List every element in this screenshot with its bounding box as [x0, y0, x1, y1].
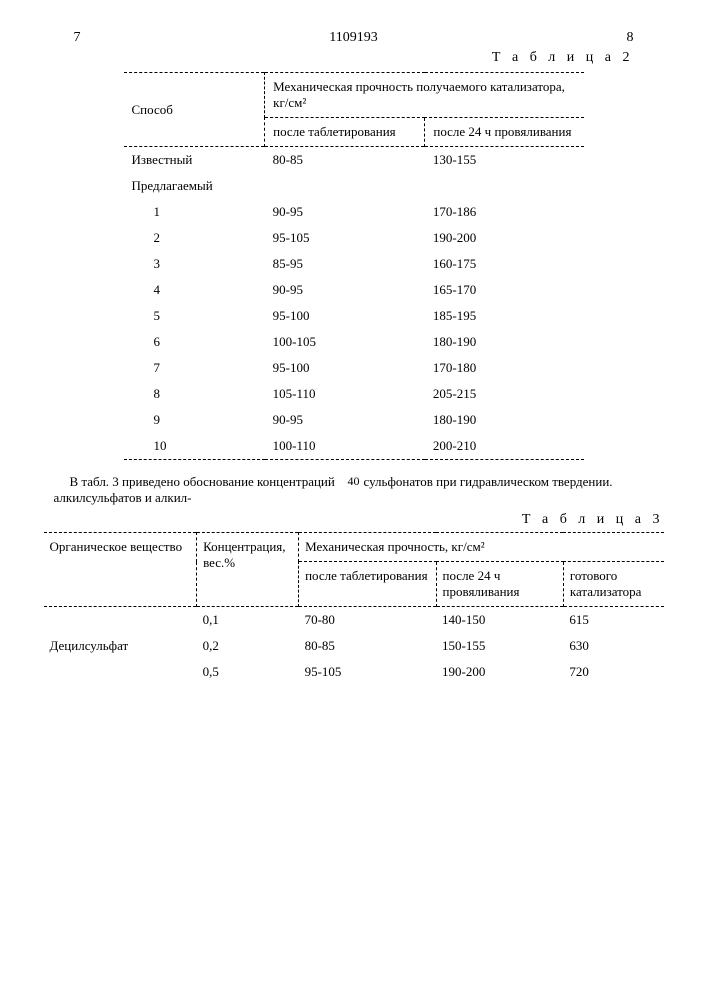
page-num-right: 8 [626, 30, 633, 46]
table-cell: 165-170 [425, 277, 584, 303]
table-row-label: Предлагаемый [124, 173, 265, 199]
table2: Способ Механическая прочность получаемог… [124, 72, 584, 460]
doc-number: 1109193 [329, 30, 377, 46]
table-row-label: 2 [124, 225, 265, 251]
table-cell: 170-186 [425, 199, 584, 225]
table3-h2: Концентрация, вес.% [197, 533, 299, 607]
table-cell: 95-105 [265, 225, 425, 251]
table-row-label: 3 [124, 251, 265, 277]
table-cell: 0,5 [197, 659, 299, 685]
table3: Органическое вещество Концентрация, вес.… [44, 532, 664, 685]
table-cell: 80-85 [299, 633, 436, 659]
table-cell: 720 [563, 659, 663, 685]
table-cell: 0,1 [197, 607, 299, 634]
table-cell: 160-175 [425, 251, 584, 277]
table-cell: 170-180 [425, 355, 584, 381]
table-cell [425, 173, 584, 199]
table-row-label: Известный [124, 147, 265, 174]
table-cell [44, 607, 197, 634]
table-row-label: 7 [124, 355, 265, 381]
table-cell: 70-80 [299, 607, 436, 634]
table-row-label: 4 [124, 277, 265, 303]
body-paragraph: 40 В табл. 3 приведено обоснование конце… [54, 474, 654, 506]
table-row-label: 6 [124, 329, 265, 355]
table-cell [265, 173, 425, 199]
table-cell: 100-105 [265, 329, 425, 355]
table-cell: 615 [563, 607, 663, 634]
table-cell: 90-95 [265, 407, 425, 433]
table-cell: 90-95 [265, 199, 425, 225]
table-cell: 180-190 [425, 407, 584, 433]
table-cell: 90-95 [265, 277, 425, 303]
table3-substance: Децилсульфат [44, 633, 197, 659]
table-cell: 200-210 [425, 433, 584, 460]
table3-s3: готового катализатора [563, 562, 663, 607]
table-row-label: 10 [124, 433, 265, 460]
table-cell: 95-105 [299, 659, 436, 685]
table-cell: 180-190 [425, 329, 584, 355]
table2-header-method: Способ [124, 73, 265, 147]
table-cell: 80-85 [265, 147, 425, 174]
table-cell: 85-95 [265, 251, 425, 277]
table-cell: 190-200 [436, 659, 563, 685]
table3-s2: после 24 ч провяливания [436, 562, 563, 607]
table-cell: 95-100 [265, 355, 425, 381]
table3-h-merged: Механическая прочность, кг/см² [299, 533, 664, 562]
table-row-label: 9 [124, 407, 265, 433]
table-cell: 130-155 [425, 147, 584, 174]
table2-subheader-1: после таблетирования [265, 118, 425, 147]
table-cell: 205-215 [425, 381, 584, 407]
table-cell: 0,2 [197, 633, 299, 659]
table-cell: 105-110 [265, 381, 425, 407]
table-row-label: 1 [124, 199, 265, 225]
table-cell: 95-100 [265, 303, 425, 329]
table3-caption: Т а б л и ц а 3 [44, 512, 664, 528]
page-header: 7 1109193 8 [74, 30, 634, 46]
table-cell: 185-195 [425, 303, 584, 329]
table2-subheader-2: после 24 ч провяливания [425, 118, 584, 147]
table-row-label: 8 [124, 381, 265, 407]
table2-header-strength: Механическая прочность получаемого катал… [265, 73, 584, 118]
table3-h1: Органическое вещество [44, 533, 197, 607]
line-number: 40 [348, 474, 360, 489]
table-cell: 190-200 [425, 225, 584, 251]
table-cell: 140-150 [436, 607, 563, 634]
body-col-left: В табл. 3 приведено обоснование концентр… [54, 474, 344, 506]
table-cell: 100-110 [265, 433, 425, 460]
table3-s1: после таблетирования [299, 562, 436, 607]
table-cell: 150-155 [436, 633, 563, 659]
table-row-label: 5 [124, 303, 265, 329]
table2-caption: Т а б л и ц а 2 [74, 50, 634, 66]
page-num-left: 7 [74, 30, 81, 46]
table-cell: 630 [563, 633, 663, 659]
body-col-right: сульфонатов при гидравлическом твердении… [364, 474, 654, 506]
table-cell [44, 659, 197, 685]
